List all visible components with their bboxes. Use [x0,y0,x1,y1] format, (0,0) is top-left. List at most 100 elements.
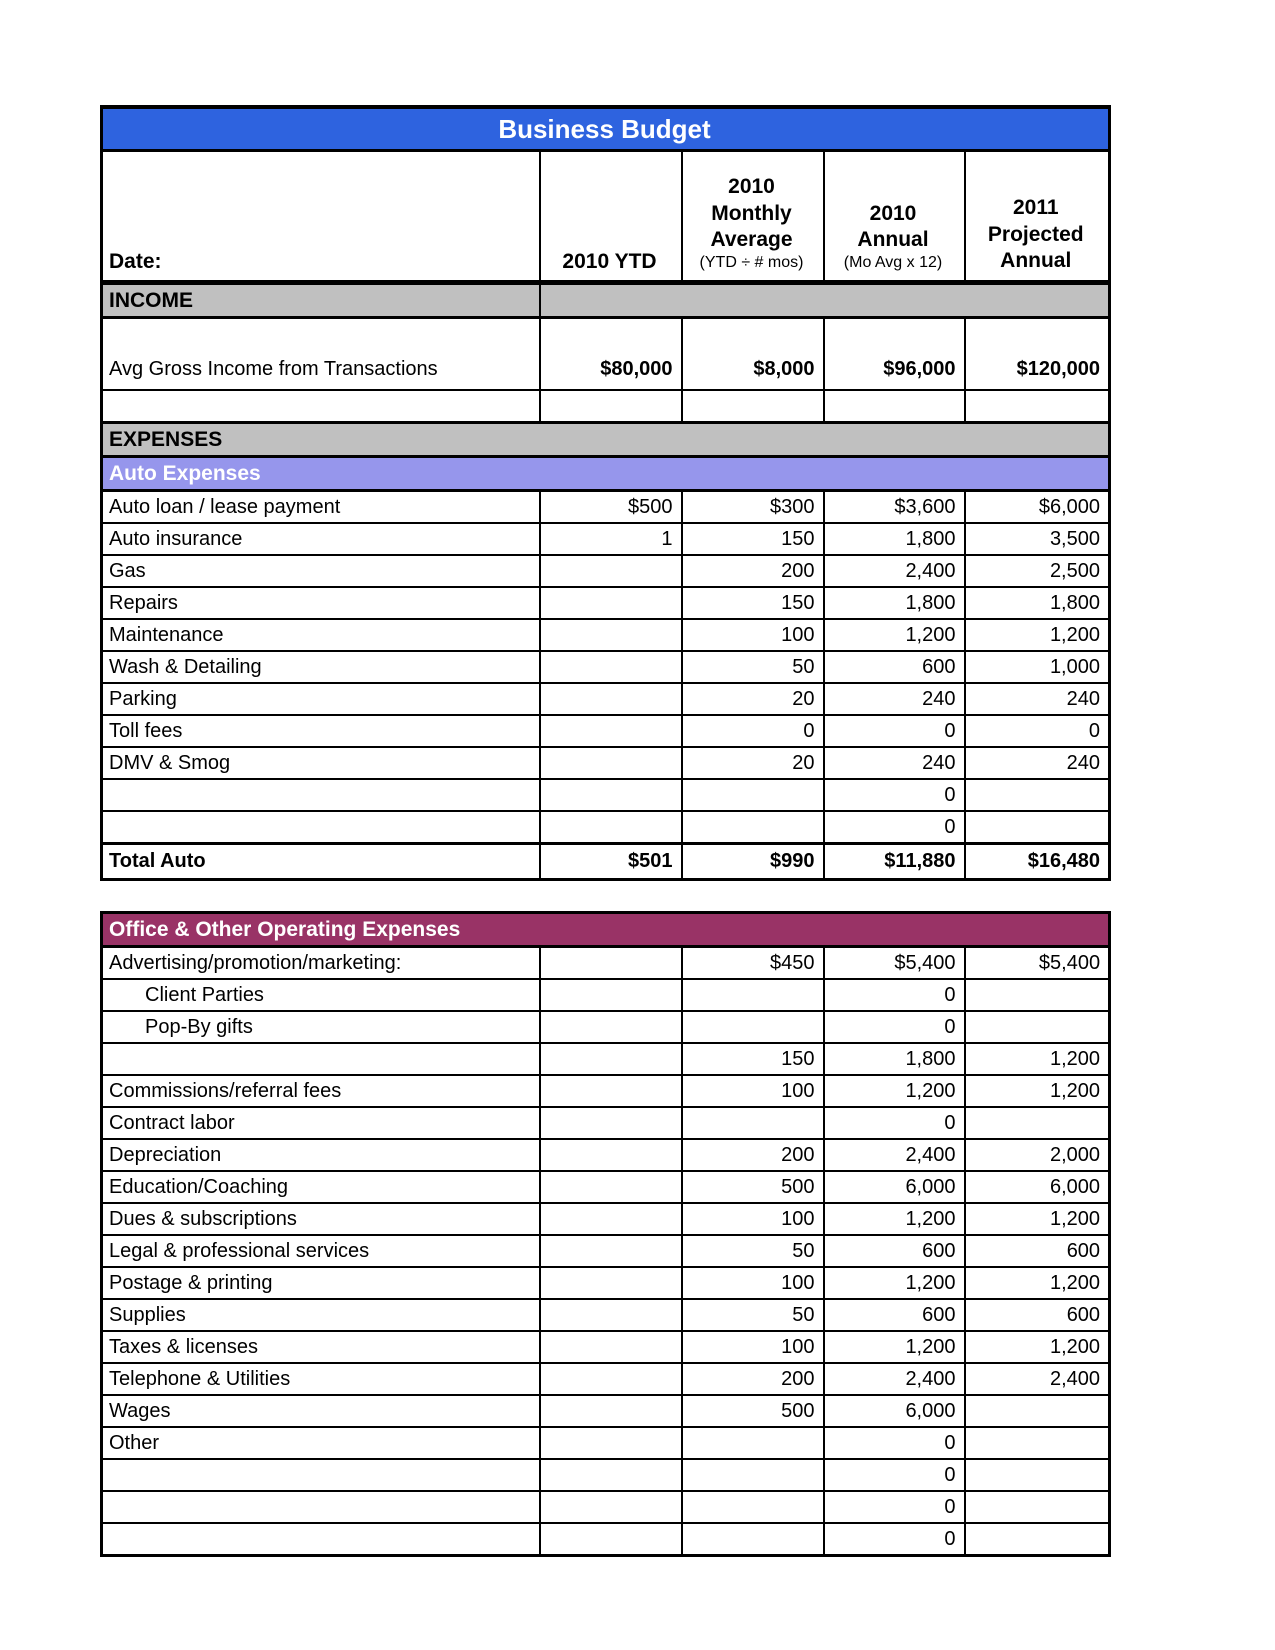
table-row: Contract labor 0 [100,1106,1111,1140]
table-row: Commissions/referral fees 100 1,200 1,20… [100,1074,1111,1108]
cell-ytd: $501 [538,842,683,881]
cell-projected: 600 [963,1234,1111,1268]
cell-annual: 1,800 [822,586,966,620]
income-section-band-fill [538,281,1111,319]
table-row: Client Parties 0 [100,978,1111,1012]
cell-ytd: $80,000 [538,316,683,391]
cell-annual: 0 [822,1426,966,1460]
office-expenses-label: Office & Other Operating Expenses [100,911,1111,948]
cell-ytd [538,1042,683,1076]
cell-projected [963,1522,1111,1557]
expenses-section-band: EXPENSES [100,421,1111,458]
column-header-row: Date: 2010 YTD 2010 Monthly Average (YTD… [100,149,1111,285]
cell-monthly: 50 [680,650,825,684]
cell-ytd [538,810,683,845]
cell-ytd [538,1202,683,1236]
cell-projected: 240 [963,746,1111,780]
cell-monthly: $450 [680,945,825,980]
cell-annual: 0 [822,1010,966,1044]
cell-monthly: 500 [680,1394,825,1428]
cell-projected [963,778,1111,812]
row-label: Legal & professional services [100,1234,541,1268]
table-row: Pop-By gifts 0 [100,1010,1111,1044]
auto-expenses-label: Auto Expenses [100,455,1111,492]
row-label: Telephone & Utilities [100,1362,541,1396]
row-label [100,778,541,812]
cell-ytd [538,1234,683,1268]
page-title: Business Budget [100,105,1111,152]
table-row: Gas 200 2,400 2,500 [100,554,1111,588]
row-label: Maintenance [100,618,541,652]
column-header-annual: 2010 Annual (Mo Avg x 12) [822,149,966,285]
cell-monthly: 20 [680,746,825,780]
cell-projected: 240 [963,682,1111,716]
cell-projected: $16,480 [963,842,1111,881]
cell-ytd [538,1074,683,1108]
cell-annual: 600 [822,1234,966,1268]
cell-projected: 600 [963,1298,1111,1332]
column-header-ytd: 2010 YTD [538,149,683,285]
cell-monthly: $990 [680,842,825,881]
cell-monthly: 200 [680,554,825,588]
row-label: Dues & subscriptions [100,1202,541,1236]
table-row-blank: 0 [100,1490,1111,1524]
cell-monthly [680,1490,825,1524]
row-label: Education/Coaching [100,1170,541,1204]
office-expenses-table: Office & Other Operating Expenses Advert… [100,911,1112,1557]
cell-ytd [538,1330,683,1364]
cell-ytd [538,682,683,716]
table-row: Avg Gross Income from Transactions $80,0… [100,316,1111,391]
cell-ytd [538,945,683,980]
office-expenses-band: Office & Other Operating Expenses [100,911,1111,948]
table-row: Toll fees 0 0 0 [100,714,1111,748]
cell-monthly [680,389,825,424]
table-row-blank: 0 [100,778,1111,812]
cell-projected: 1,200 [963,618,1111,652]
cell-ytd [538,1170,683,1204]
table-row: Depreciation 200 2,400 2,000 [100,1138,1111,1172]
cell-ytd [538,1266,683,1300]
cell-annual: 1,800 [822,522,966,556]
income-section-band: INCOME [100,281,1111,319]
cell-annual: 2,400 [822,554,966,588]
cell-annual: $5,400 [822,945,966,980]
row-label [100,1458,541,1492]
cell-annual: 0 [822,978,966,1012]
budget-main-table: Business Budget Date: 2010 YTD 2010 Mont… [100,105,1111,881]
row-label: Wash & Detailing [100,650,541,684]
cell-annual: 240 [822,682,966,716]
cell-monthly: 200 [680,1362,825,1396]
table-row: Parking 20 240 240 [100,682,1111,716]
cell-ytd [538,1490,683,1524]
cell-monthly: 100 [680,1074,825,1108]
cell-annual: 1,200 [822,1266,966,1300]
cell-ytd [538,1522,683,1557]
cell-projected: 1,200 [963,1074,1111,1108]
cell-monthly: 20 [680,682,825,716]
cell-ytd [538,1138,683,1172]
cell-projected [963,810,1111,845]
cell-annual: 0 [822,1458,966,1492]
table-row: Repairs 150 1,800 1,800 [100,586,1111,620]
cell-annual: 0 [822,1522,966,1557]
auto-expenses-band: Auto Expenses [100,455,1111,492]
row-label: Contract labor [100,1106,541,1140]
table-row: Advertising/promotion/marketing: $450 $5… [100,945,1111,980]
cell-projected: 1,800 [963,586,1111,620]
cell-monthly: 100 [680,1266,825,1300]
cell-ytd [538,389,683,424]
row-label: Toll fees [100,714,541,748]
row-label: Commissions/referral fees [100,1074,541,1108]
cell-projected: 1,200 [963,1330,1111,1364]
table-row-blank: 0 [100,1522,1111,1557]
table-row: Taxes & licenses 100 1,200 1,200 [100,1330,1111,1364]
cell-annual: 2,400 [822,1362,966,1396]
cell-projected: 2,400 [963,1362,1111,1396]
title-bar: Business Budget [100,105,1111,152]
cell-ytd [538,714,683,748]
cell-projected: $6,000 [963,489,1111,524]
cell-projected [963,978,1111,1012]
cell-monthly [680,1522,825,1557]
row-label: Avg Gross Income from Transactions [100,316,541,391]
cell-ytd [538,1394,683,1428]
